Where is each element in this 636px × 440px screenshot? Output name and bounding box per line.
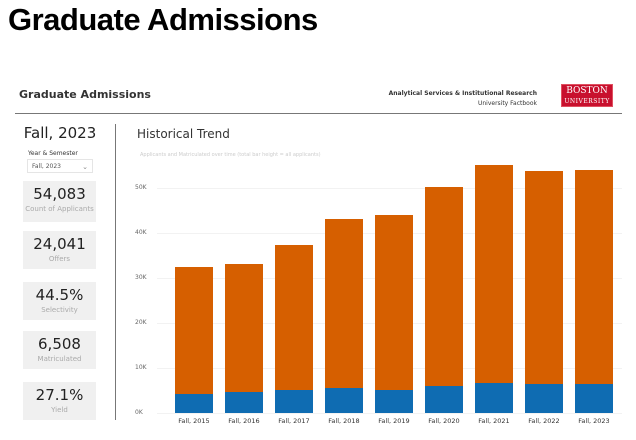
x-tick-label: Fall, 2016 [228, 417, 260, 425]
kpi-value: 24,041 [33, 235, 86, 253]
bar-applicants [375, 215, 413, 413]
bar-applicants [175, 267, 213, 413]
kpi-card-selectivity: 44.5% Selectivity [23, 282, 96, 320]
gridline [157, 188, 622, 189]
bar-applicants [575, 169, 613, 413]
header-divider [15, 113, 622, 114]
kpi-label: Yield [51, 406, 68, 414]
semester-dropdown-value: Fall, 2023 [32, 163, 61, 170]
kpi-label: Count of Applicants [25, 205, 94, 213]
org-name: Analytical Services & Institutional Rese… [388, 90, 537, 97]
bar-matriculated [425, 386, 463, 413]
x-tick-label: Fall, 2022 [528, 417, 560, 425]
bar-applicants [225, 264, 263, 413]
bar-applicants [525, 170, 563, 413]
bar-matriculated [175, 394, 213, 413]
bar-matriculated [575, 383, 613, 413]
y-tick-label: 40K [135, 229, 147, 236]
semester-filter-label: Year & Semester [28, 150, 78, 157]
kpi-value: 54,083 [33, 185, 86, 203]
selected-semester: Fall, 2023 [23, 124, 97, 142]
bar-applicants [275, 245, 313, 413]
gridline [157, 413, 622, 414]
bar-matriculated [525, 384, 563, 413]
page-title: Graduate Admissions [8, 2, 318, 37]
chart-subtitle: Applicants and Matriculated over time (t… [140, 152, 321, 158]
y-tick-label: 20K [135, 319, 147, 326]
kpi-value: 6,508 [38, 335, 81, 353]
kpi-label: Selectivity [41, 306, 78, 314]
boston-university-logo: BOSTON UNIVERSITY [561, 84, 613, 107]
bar-applicants [475, 165, 513, 413]
x-tick-label: Fall, 2015 [178, 417, 210, 425]
kpi-value: 27.1% [35, 386, 84, 404]
y-tick-label: 50K [135, 184, 147, 191]
bar-matriculated [225, 391, 263, 413]
column-divider [115, 124, 116, 420]
report-title: Graduate Admissions [19, 88, 151, 101]
bar-applicants [325, 219, 363, 413]
bar-applicants [425, 187, 463, 413]
x-tick-label: Fall, 2023 [578, 417, 610, 425]
x-tick-label: Fall, 2020 [428, 417, 460, 425]
y-tick-label: 30K [135, 274, 147, 281]
x-tick-label: Fall, 2018 [328, 417, 360, 425]
bar-matriculated [475, 382, 513, 413]
bar-matriculated [375, 389, 413, 413]
kpi-label: Offers [48, 255, 71, 263]
x-tick-label: Fall, 2021 [478, 417, 510, 425]
chevron-down-icon: ⌄ [82, 163, 88, 171]
y-tick-label: 10K [135, 364, 147, 371]
kpi-card-matriculated: 6,508 Matriculated [23, 331, 96, 369]
x-tick-label: Fall, 2017 [278, 417, 310, 425]
org-subtitle: University Factbook [477, 100, 537, 107]
bar-matriculated [325, 387, 363, 413]
kpi-label: Matriculated [37, 355, 82, 363]
kpi-card-offers: 24,041 Offers [23, 231, 96, 269]
chart-title: Historical Trend [137, 127, 230, 141]
semester-dropdown[interactable]: Fall, 2023 ⌄ [27, 159, 93, 173]
y-tick-label: 0K [135, 409, 143, 416]
kpi-card-yield: 27.1% Yield [23, 382, 96, 420]
kpi-card-applicants: 54,083 Count of Applicants [23, 181, 96, 222]
bar-matriculated [275, 390, 313, 413]
x-tick-label: Fall, 2019 [378, 417, 410, 425]
org-info: Analytical Services & Institutional Rese… [389, 89, 537, 109]
kpi-value: 44.5% [35, 286, 84, 304]
